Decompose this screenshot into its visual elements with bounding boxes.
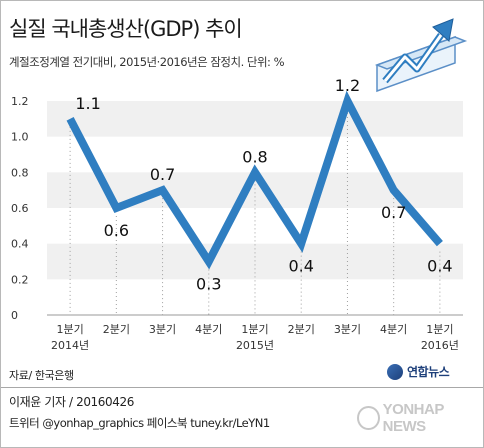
gdp-line-chart: 0 0.2 0.4 0.6 0.8 1.0 1.2 1.1 0.6 0.7 0.3 0.8 0.4 1.2…: [11, 76, 463, 352]
agency-logo-label: 연합뉴스: [407, 365, 450, 379]
y-tick-label: 0.6: [11, 202, 29, 215]
x-tick-label: 2분기: [288, 323, 315, 336]
y-tick-label: 0.2: [11, 273, 29, 286]
x-tick-label: 4분기: [380, 323, 407, 336]
x-year-label: 2014년: [51, 339, 89, 352]
data-label: 0.6: [104, 221, 129, 240]
x-tick-label: 1분기: [426, 323, 453, 336]
data-label: 0.7: [150, 165, 175, 184]
series-line: [66, 90, 443, 270]
x-tick-label: 4분기: [195, 323, 222, 336]
data-label: 1.1: [75, 94, 100, 113]
byline: 이재윤 기자 / 20160426: [9, 395, 134, 409]
rising-arrow-icon: [374, 18, 468, 93]
source-note: 자료/ 한국은행: [9, 369, 74, 382]
grid-band: [47, 101, 463, 137]
y-tick-label: 0.4: [11, 238, 29, 251]
watermark-icon: [357, 406, 380, 430]
x-tick-label: 3분기: [334, 323, 361, 336]
x-tick-label: 1분기: [56, 323, 83, 336]
y-tick-label: 0.8: [11, 166, 29, 179]
agency-logo: 연합뉴스: [387, 363, 450, 380]
chart-title: 실질 국내총생산(GDP) 추이: [9, 17, 243, 41]
grid-band: [47, 243, 463, 280]
x-tick-label: 2분기: [103, 323, 130, 336]
x-year-label: 2016년: [421, 339, 459, 352]
data-label: 0.7: [381, 203, 406, 222]
data-label: 1.2: [335, 76, 360, 95]
x-tick-label: 1분기: [241, 323, 268, 336]
data-label: 0.4: [288, 257, 313, 276]
agency-logo-icon: [387, 363, 403, 380]
watermark: YONHAP NEWS: [357, 401, 483, 435]
y-tick-label: 1.2: [11, 95, 29, 108]
chart-subtitle: 계절조정계열 전기대비, 2015년·2016년은 잠정치. 단위: %: [9, 55, 285, 69]
y-tick-label: 0: [11, 309, 18, 322]
data-label: 0.8: [242, 147, 267, 166]
watermark-label: YONHAP NEWS: [382, 401, 444, 435]
x-year-label: 2015년: [236, 339, 274, 352]
data-label: 0.3: [196, 275, 221, 294]
footer-divider: [1, 387, 483, 388]
x-tick-label: 3분기: [149, 323, 176, 336]
data-label: 0.4: [427, 257, 452, 276]
y-tick-label: 1.0: [11, 131, 29, 144]
social-handles: 트위터 @yonhap_graphics 페이스북 tuney.kr/LeYN1: [9, 416, 270, 430]
